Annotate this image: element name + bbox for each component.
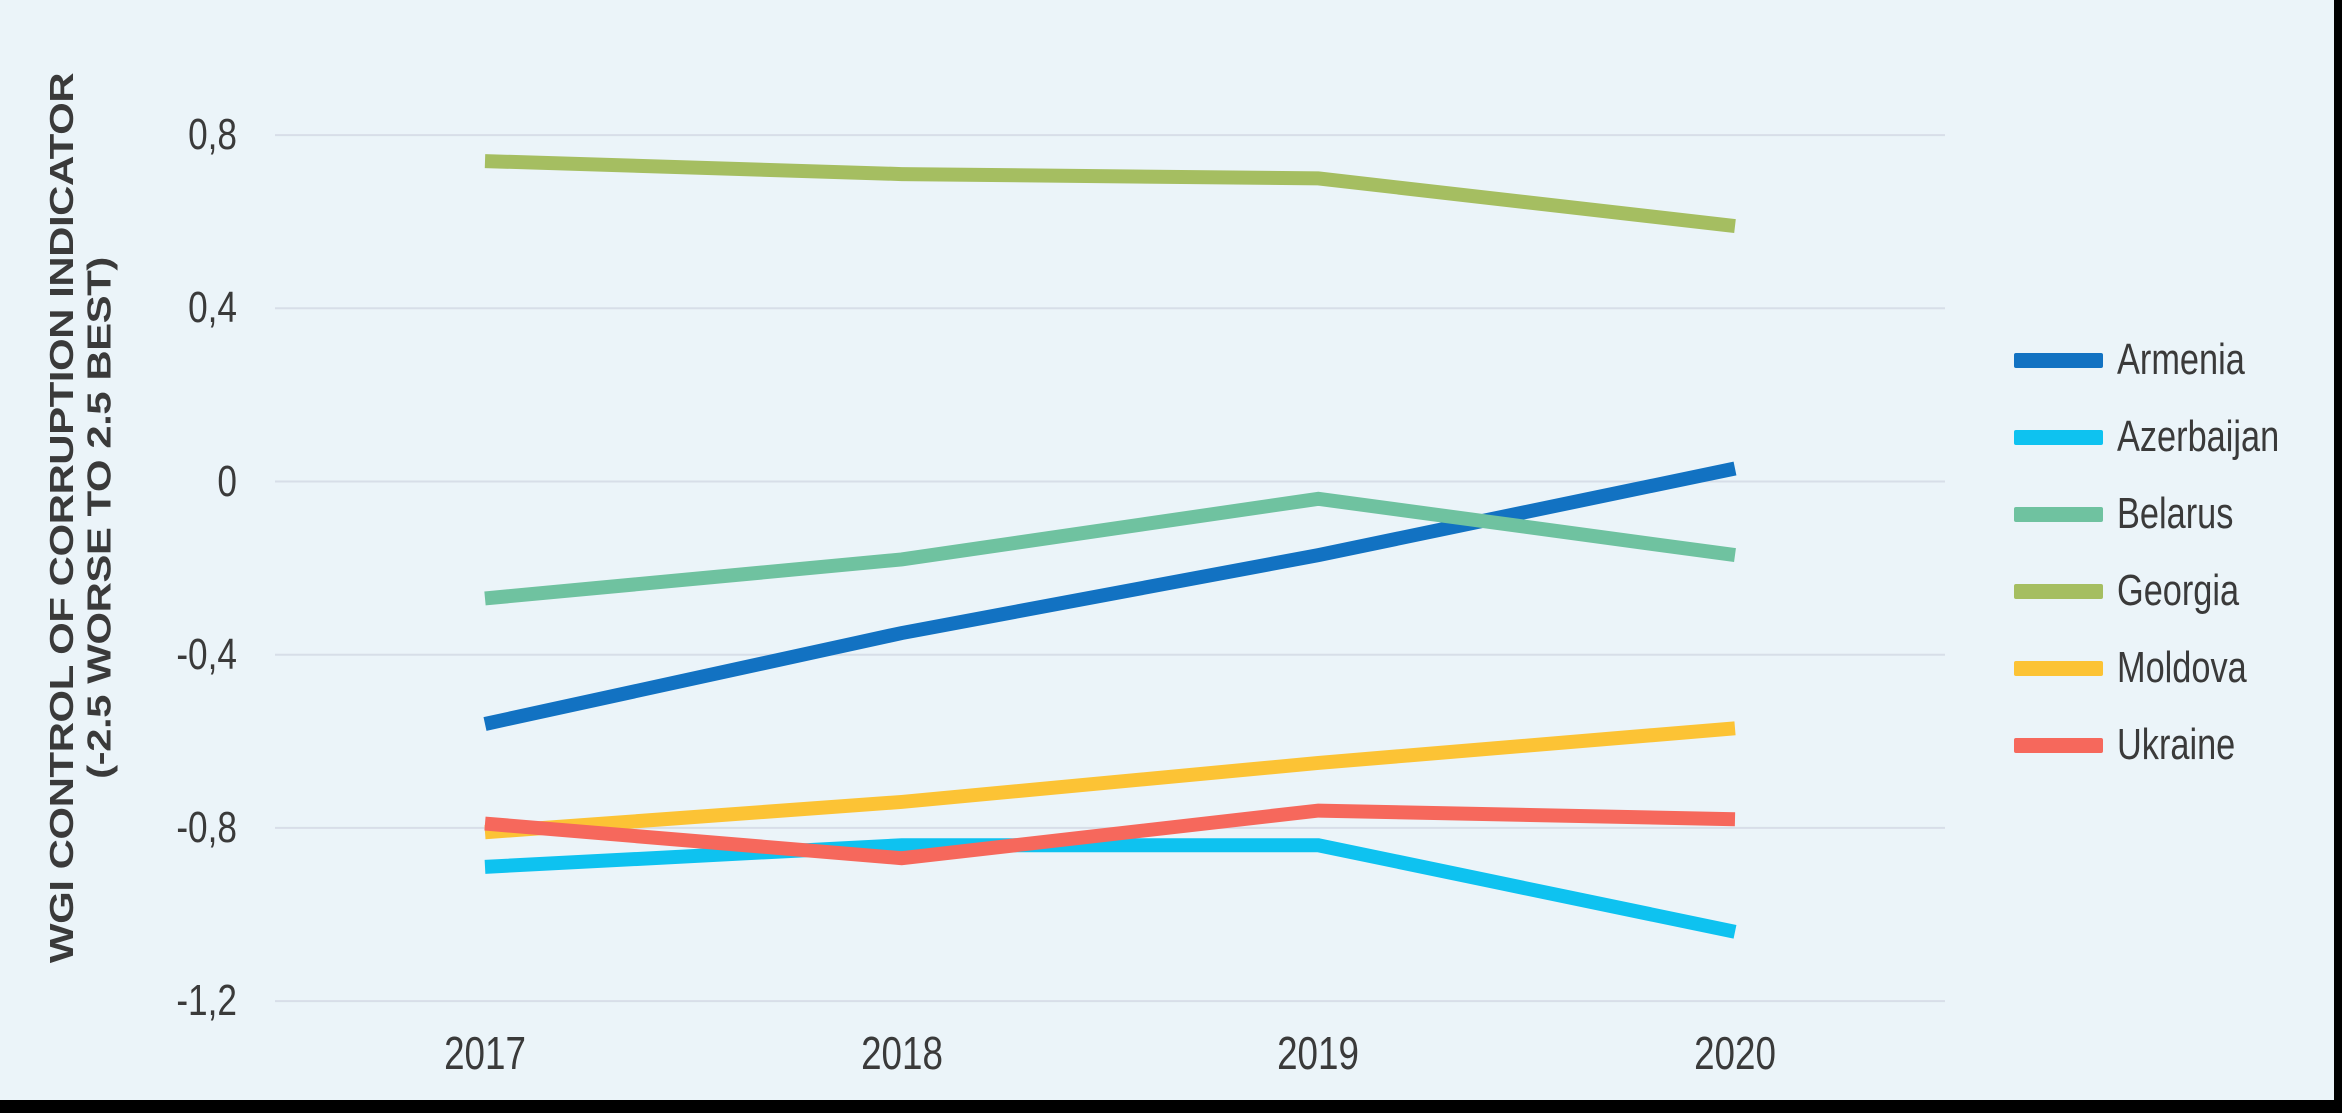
line-armenia	[483, 461, 1737, 731]
legend-label-azerbaijan: Azerbaijan	[2117, 412, 2280, 461]
legend-item-moldova: Moldova	[2014, 638, 2283, 698]
legend-swatch-ukraine	[2014, 737, 2103, 753]
y-tick-label-0,4: 0,4	[188, 283, 237, 333]
legend-swatch-armenia	[2014, 352, 2103, 368]
x-tick-label-2017: 2017	[444, 1027, 526, 1079]
legend-swatch-moldova	[2014, 660, 2103, 676]
y-axis-title-line1: WGI CONTROL OF CORRUPTION INDICATOR	[42, 72, 80, 964]
x-tick-label-2019: 2019	[1277, 1027, 1360, 1079]
line-azerbaijan	[484, 838, 1737, 939]
line-moldova	[484, 721, 1736, 840]
bottom-border-bar	[0, 1100, 2342, 1113]
legend-item-georgia: Georgia	[2014, 561, 2274, 621]
legend-swatch-azerbaijan	[2014, 429, 2103, 445]
legend-swatch-georgia	[2014, 583, 2103, 599]
legend-label-ukraine: Ukraine	[2117, 720, 2236, 769]
line-georgia	[484, 154, 1736, 233]
legend-label-armenia: Armenia	[2117, 335, 2245, 384]
legend-label-belarus: Belarus	[2117, 489, 2234, 538]
legend-item-belarus: Belarus	[2014, 484, 2266, 544]
right-border-bar	[2334, 0, 2342, 1113]
y-tick-label-0,8: 0,8	[188, 110, 237, 160]
series-lines	[483, 154, 1737, 939]
y-tick-label--0,8: -0,8	[176, 802, 237, 852]
y-tick-label--0,4: -0,4	[176, 629, 237, 679]
x-tick-label-2020: 2020	[1694, 1027, 1776, 1079]
line-ukraine	[484, 803, 1736, 866]
legend-item-armenia: Armenia	[2014, 330, 2281, 390]
legend-label-georgia: Georgia	[2117, 566, 2240, 615]
y-tick-label-0: 0	[217, 456, 237, 506]
legend-item-azerbaijan: Azerbaijan	[2014, 407, 2325, 467]
y-tick-label--1,2: -1,2	[176, 976, 237, 1026]
legend-label-moldova: Moldova	[2117, 643, 2247, 692]
legend-swatch-belarus	[2014, 506, 2103, 522]
line-belarus	[484, 491, 1736, 606]
legend-item-ukraine: Ukraine	[2014, 715, 2269, 775]
x-tick-label-2018: 2018	[860, 1027, 943, 1079]
